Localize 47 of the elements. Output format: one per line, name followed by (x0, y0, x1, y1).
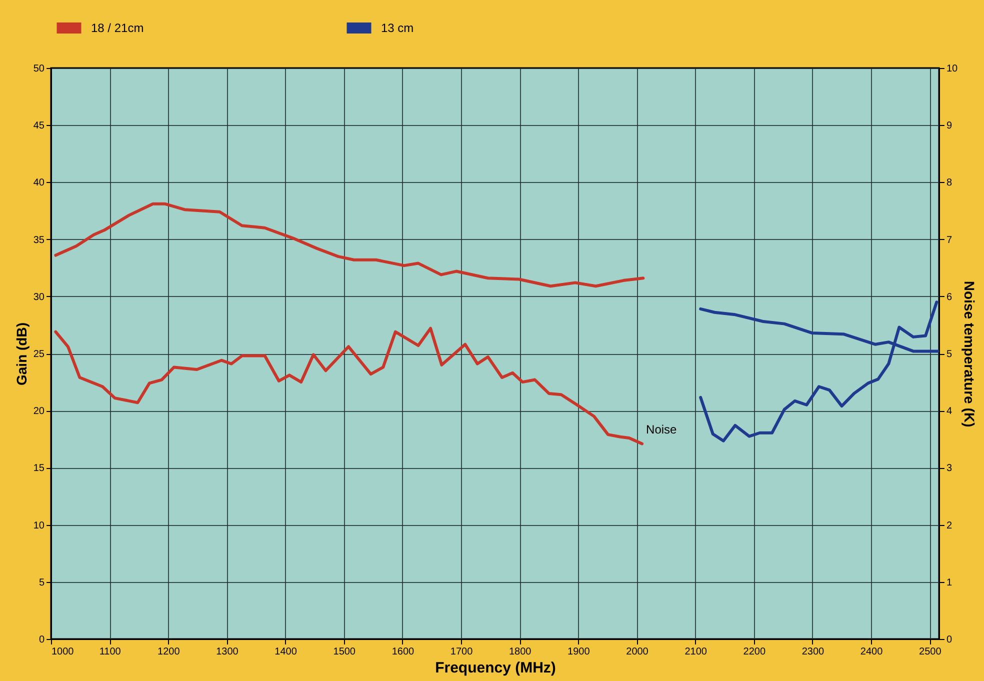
y-tick-label: 15 (33, 463, 45, 474)
x-tick-label: 2000 (626, 646, 649, 658)
y2-tick-label: 0 (946, 634, 952, 646)
x-tick-label: 1600 (392, 646, 415, 658)
y2-axis-title: Noise temperature (K) (962, 280, 978, 428)
y-tick-label: 50 (33, 64, 45, 74)
y2-tick-label: 10 (946, 64, 958, 74)
y-tick-label: 5 (38, 577, 45, 588)
x-tick-label: 1800 (508, 646, 532, 658)
x-tick-label: 2200 (743, 646, 766, 658)
y-axis-title: Gain (dB) (13, 322, 30, 386)
y-tick-label: 20 (33, 406, 45, 418)
x-tick-label: 2500 (919, 646, 942, 658)
x-tick-label: 1200 (158, 646, 180, 658)
y2-tick-label: 2 (946, 520, 952, 532)
y2-tick-label: 5 (946, 349, 952, 360)
y2-tick-label: 8 (946, 178, 952, 189)
line-series (54, 202, 645, 288)
x-tick-label: 2100 (684, 646, 708, 658)
x-tick-label: 1900 (568, 646, 590, 658)
y2-tick-label: 7 (946, 234, 952, 246)
x-tick-label: 1500 (333, 646, 356, 658)
y2-tick-label: 9 (946, 120, 952, 132)
x-axis-title: Frequency (MHz) (435, 660, 556, 676)
y-tick-label: 25 (33, 349, 45, 360)
legend-label: 13 cm (381, 21, 414, 35)
line-series (54, 326, 644, 446)
x-tick-label: 2300 (802, 646, 825, 658)
y2-tick-label: 1 (946, 577, 952, 588)
y-tick-label: 35 (33, 234, 45, 246)
x-tick-label: 1300 (216, 646, 239, 658)
y2-tick-label: 3 (946, 463, 952, 474)
line-series (699, 300, 938, 442)
y-tick-label: 45 (33, 120, 45, 132)
y-tick-label: 0 (38, 634, 45, 646)
y-tick-label: 40 (33, 178, 45, 189)
y2-tick-label: 4 (946, 406, 952, 418)
x-tick-label: 1700 (450, 646, 474, 658)
y-tick-label: 10 (33, 520, 45, 532)
legend-label: 18 / 21cm (91, 21, 144, 35)
x-tick-label: 1400 (274, 646, 298, 658)
y2-tick-label: 6 (946, 292, 952, 303)
y-tick-label: 30 (33, 292, 45, 303)
x-tick-label: 1100 (99, 646, 122, 658)
x-tick-label: 1000 (52, 646, 74, 658)
x-tick-label: 2400 (860, 646, 884, 658)
annotation: Noise (646, 422, 678, 437)
